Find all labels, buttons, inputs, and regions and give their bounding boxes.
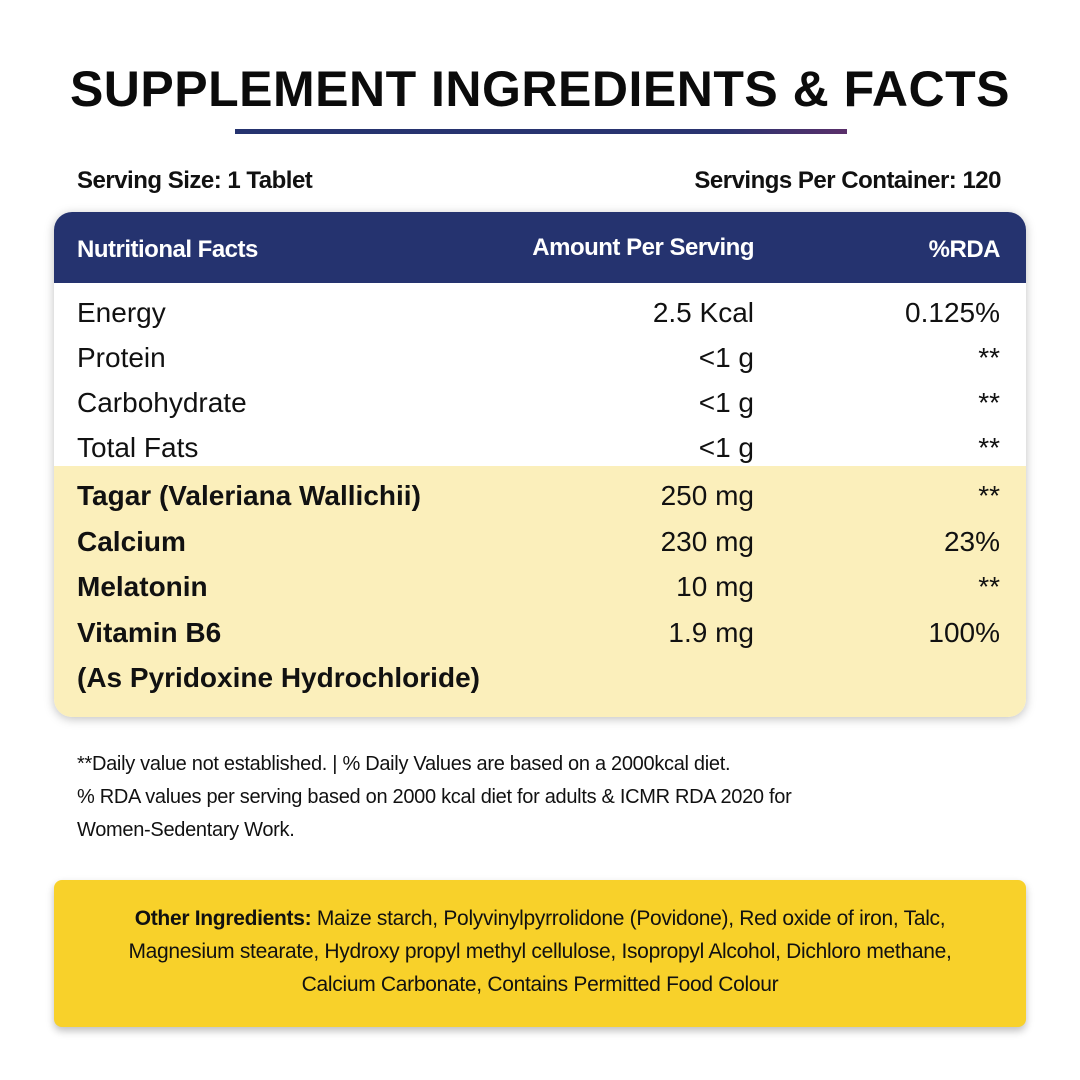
table-row: Total Fats <1 g ** bbox=[54, 424, 1026, 469]
table-header: Nutritional Facts Amount Per Serving %RD… bbox=[54, 212, 1026, 283]
amount-per-serving: 230 mg bbox=[660, 525, 754, 557]
footnote: **Daily value not established. | % Daily… bbox=[77, 753, 731, 775]
footnote: Women-Sedentary Work. bbox=[77, 819, 295, 841]
serving-size: Serving Size: 1 Tablet bbox=[77, 167, 313, 194]
rda-value: ** bbox=[978, 342, 1000, 373]
nutrient-name: Tagar (Valeriana Wallichii) bbox=[77, 480, 421, 511]
table-row: Protein <1 g ** bbox=[54, 334, 1026, 379]
servings-per-container: Servings Per Container: 120 bbox=[694, 167, 1001, 194]
rda-value: ** bbox=[978, 571, 1000, 602]
nutrient-name: Calcium bbox=[77, 525, 186, 557]
basic-rows: Energy 2.5 Kcal 0.125% Protein <1 g ** Carbohy… bbox=[54, 283, 1026, 466]
title-underline bbox=[235, 129, 847, 134]
nutrient-name: (As Pyridoxine Hydrochloride) bbox=[77, 662, 480, 693]
header-amount: Amount Per Serving bbox=[532, 234, 754, 261]
nutrient-name: Protein bbox=[77, 342, 166, 373]
nutrient-name: Total Fats bbox=[77, 432, 199, 463]
nutrient-name: Carbohydrate bbox=[77, 387, 247, 418]
nutrient-name: Melatonin bbox=[77, 571, 208, 602]
amount-per-serving: 1.9 mg bbox=[668, 616, 754, 648]
active-ingredient-rows: Tagar (Valeriana Wallichii) 250 mg ** Calci… bbox=[54, 466, 1026, 717]
table-row: Vitamin B6 1.9 mg 100% bbox=[54, 609, 1026, 655]
amount-per-serving: 250 mg bbox=[660, 480, 754, 511]
rda-value: ** bbox=[978, 387, 1000, 418]
table-row: Calcium 230 mg 23% bbox=[54, 518, 1026, 564]
footnotes: **Daily value not established. | % Daily… bbox=[77, 748, 792, 847]
page-title: SUPPLEMENT INGREDIENTS & FACTS bbox=[69, 61, 1011, 117]
table-row: (As Pyridoxine Hydrochloride) bbox=[54, 654, 1026, 700]
amount-per-serving: <1 g bbox=[698, 387, 754, 418]
footnote: % RDA values per serving based on 2000 k… bbox=[77, 786, 792, 808]
nutrient-name: Vitamin B6 bbox=[77, 616, 222, 648]
amount-per-serving: <1 g bbox=[698, 342, 754, 373]
table-row: Tagar (Valeriana Wallichii) 250 mg ** bbox=[54, 472, 1026, 518]
rda-value: 100% bbox=[928, 616, 1000, 648]
nutrient-name: Energy bbox=[77, 297, 166, 328]
table-row: Carbohydrate <1 g ** bbox=[54, 379, 1026, 424]
table-row: Energy 2.5 Kcal 0.125% bbox=[54, 289, 1026, 334]
other-ingredients-box: Other Ingredients: Maize starch, Polyvin… bbox=[54, 880, 1026, 1027]
rda-value: 0.125% bbox=[905, 297, 1000, 328]
rda-value: 23% bbox=[943, 525, 1000, 557]
rda-value: ** bbox=[978, 480, 1000, 511]
header-nutritional-facts: Nutritional Facts bbox=[77, 236, 258, 263]
nutrition-table: Nutritional Facts Amount Per Serving %RD… bbox=[54, 212, 1026, 717]
table-row: Melatonin 10 mg ** bbox=[54, 563, 1026, 609]
other-ingredients-label: Other Ingredients: bbox=[134, 907, 312, 930]
other-ingredients-text: Maize starch, Polyvinylpyrrolidone (Povi… bbox=[128, 907, 952, 996]
header-rda: %RDA bbox=[928, 236, 1001, 263]
amount-per-serving: 10 mg bbox=[676, 571, 754, 602]
amount-per-serving: 2.5 Kcal bbox=[652, 297, 754, 328]
rda-value: ** bbox=[978, 432, 1000, 463]
amount-per-serving: <1 g bbox=[698, 432, 754, 463]
